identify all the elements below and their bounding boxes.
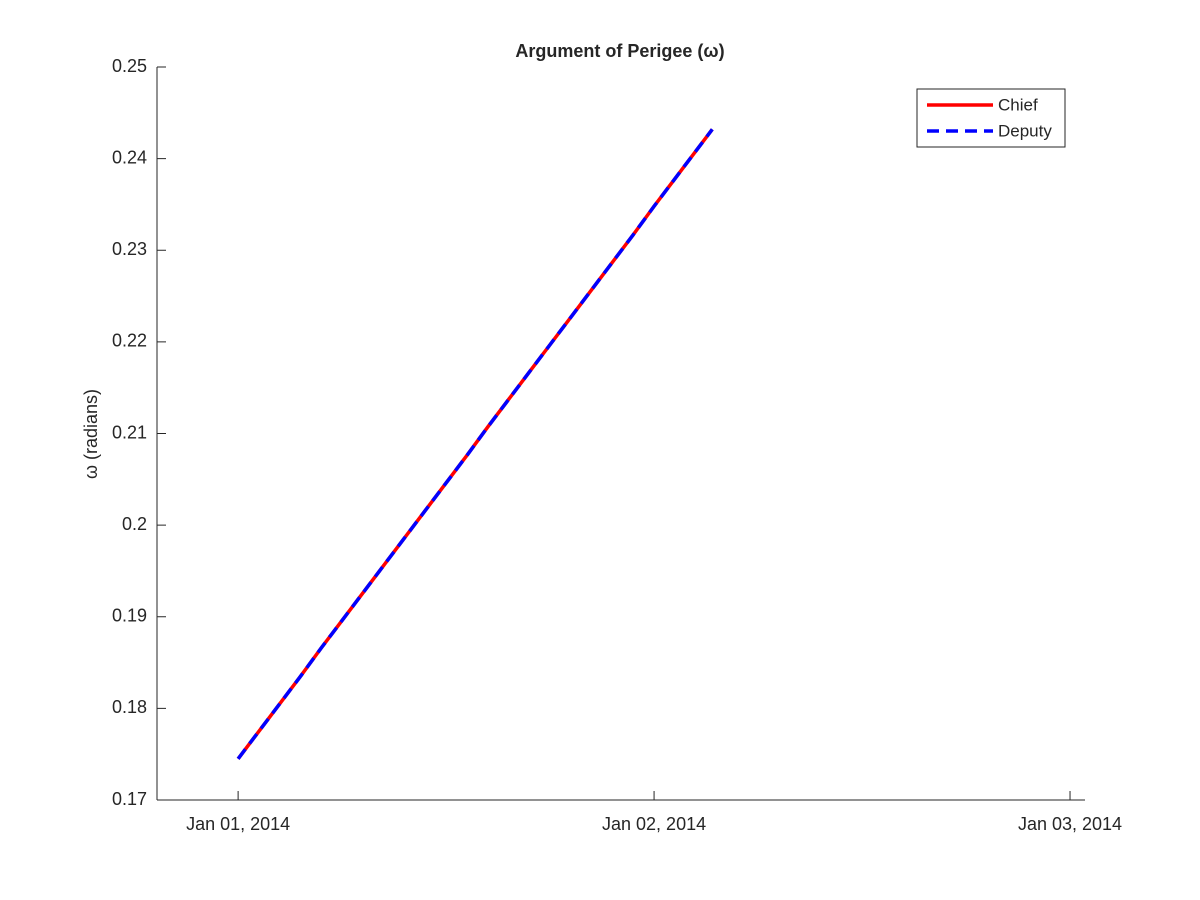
y-axis-label: ω (radians) [81, 389, 101, 479]
x-tick-label: Jan 03, 2014 [1018, 814, 1122, 834]
x-tick-label: Jan 02, 2014 [602, 814, 706, 834]
y-tick-label: 0.17 [112, 789, 147, 809]
legend-label: Deputy [998, 121, 1052, 140]
y-tick-label: 0.18 [112, 697, 147, 717]
line-series [236, 128, 714, 760]
y-tick-label: 0.25 [112, 56, 147, 76]
y-tick-label: 0.21 [112, 422, 147, 442]
y-tick-label: 0.23 [112, 239, 147, 259]
x-tick-label: Jan 01, 2014 [186, 814, 290, 834]
y-tick-label: 0.22 [112, 331, 147, 351]
y-tick-label: 0.2 [122, 514, 147, 534]
chart-title: Argument of Perigee (ω) [515, 41, 724, 61]
y-tick-label: 0.24 [112, 147, 147, 167]
y-tick-label: 0.19 [112, 606, 147, 626]
legend-box [916, 88, 1066, 148]
legend-label: Chief [998, 95, 1038, 114]
